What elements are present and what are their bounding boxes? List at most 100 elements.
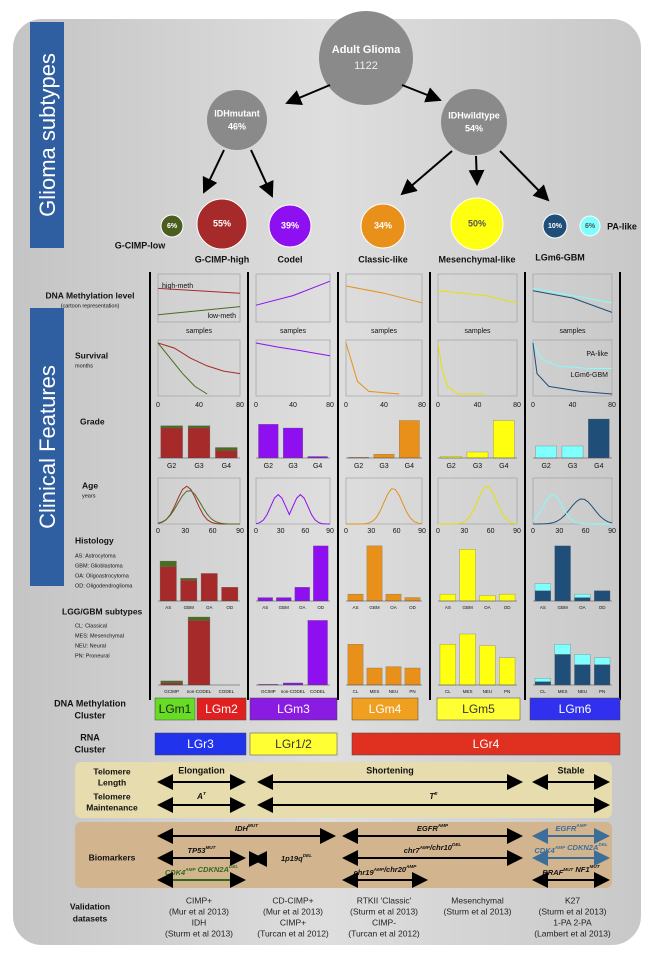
cluster-box bbox=[351, 697, 419, 721]
curve bbox=[532, 290, 613, 313]
label: 34% bbox=[374, 220, 392, 230]
bar bbox=[554, 654, 571, 686]
cluster-box bbox=[196, 697, 247, 721]
category-label: PN bbox=[504, 689, 510, 694]
tick-label: 80 bbox=[608, 402, 616, 409]
label: datasets bbox=[73, 913, 108, 923]
label: 10% bbox=[548, 223, 563, 230]
bar bbox=[499, 657, 516, 686]
superscript: DEL bbox=[598, 842, 607, 847]
label: low-meth bbox=[208, 313, 237, 320]
curve bbox=[345, 342, 400, 395]
bar bbox=[366, 667, 383, 686]
label: 1-PA 2-PA bbox=[553, 917, 592, 927]
superscript: AMP bbox=[437, 823, 449, 828]
category-label: OD bbox=[599, 605, 607, 610]
category-label: OD bbox=[409, 605, 417, 610]
label: GBM: Glioblastoma bbox=[75, 563, 124, 569]
category-label: G4 bbox=[313, 463, 322, 470]
plot-box bbox=[157, 273, 241, 323]
category-label: AS bbox=[445, 605, 451, 610]
bar bbox=[534, 590, 551, 602]
bar bbox=[160, 425, 183, 429]
tick-label: 0 bbox=[254, 402, 258, 409]
curve bbox=[437, 290, 518, 304]
category-label: AS bbox=[352, 605, 358, 610]
curve bbox=[255, 493, 331, 525]
label: Cluster bbox=[74, 710, 106, 720]
tick-label: 90 bbox=[326, 528, 334, 535]
curve bbox=[533, 498, 613, 525]
label: Mesenchymal-like bbox=[438, 254, 515, 264]
bar bbox=[159, 566, 177, 602]
gene: IDH bbox=[235, 824, 249, 833]
biomarker-panel bbox=[75, 822, 612, 888]
curve bbox=[255, 280, 331, 306]
category-label: NEU bbox=[483, 689, 493, 694]
label: Age bbox=[82, 480, 98, 490]
gene: T bbox=[429, 792, 435, 801]
tick-label: 0 bbox=[156, 528, 160, 535]
category-label: non-CODEL bbox=[281, 689, 306, 694]
label: (Lambert et al 2013) bbox=[534, 928, 611, 938]
label: G-CIMP-low bbox=[115, 240, 166, 250]
bar bbox=[439, 644, 456, 686]
label: G-CIMP-high bbox=[195, 254, 250, 264]
tick-label: 90 bbox=[513, 528, 521, 535]
superscript: AMP bbox=[405, 864, 417, 869]
category-label: OA bbox=[390, 605, 397, 610]
subtype-node bbox=[360, 203, 406, 249]
tick-label: 40 bbox=[289, 402, 297, 409]
tick-label: 60 bbox=[582, 528, 590, 535]
subtype-node bbox=[450, 197, 504, 251]
label: PA-like bbox=[607, 221, 637, 231]
category-label: NEU bbox=[389, 689, 399, 694]
plot-box bbox=[255, 477, 331, 525]
category-label: MES bbox=[370, 689, 380, 694]
bar bbox=[347, 593, 364, 602]
gene: chr19 bbox=[354, 868, 375, 877]
label: (Sturm et al 2013) bbox=[165, 928, 233, 938]
bar bbox=[200, 573, 218, 602]
label: Length bbox=[98, 777, 126, 787]
category-label: OA bbox=[299, 605, 306, 610]
category-label: MES bbox=[558, 689, 568, 694]
label: LGm1 bbox=[159, 702, 192, 716]
tick-label: 30 bbox=[460, 528, 468, 535]
sidebar-label: Glioma subtypes bbox=[35, 53, 60, 217]
telomere-panel bbox=[75, 762, 612, 818]
tick-label: 0 bbox=[344, 528, 348, 535]
label: 46% bbox=[228, 121, 246, 131]
label: DNA Methylation bbox=[54, 698, 126, 708]
curve bbox=[157, 287, 241, 294]
category-label: OD bbox=[317, 605, 325, 610]
cluster-box bbox=[351, 732, 621, 756]
superscript: MUT bbox=[248, 823, 259, 828]
bar bbox=[187, 620, 211, 686]
category-label: G4 bbox=[499, 463, 508, 470]
bar bbox=[574, 593, 591, 598]
bar bbox=[466, 451, 489, 459]
label: Classic-like bbox=[358, 254, 408, 264]
label: NEU: Neural bbox=[75, 643, 106, 649]
label: AS: Astrocytoma bbox=[75, 553, 117, 559]
bar bbox=[215, 447, 238, 451]
bar bbox=[594, 657, 611, 665]
label: (Turcan et al 2012) bbox=[348, 928, 420, 938]
bar bbox=[459, 549, 476, 602]
category-label: G4 bbox=[405, 463, 414, 470]
label: Cluster bbox=[74, 744, 106, 754]
bar bbox=[404, 667, 421, 686]
label: Stable bbox=[557, 765, 584, 775]
label: LGr1/2 bbox=[275, 737, 312, 751]
category-label: G3 bbox=[473, 463, 482, 470]
gene: EGFR bbox=[555, 824, 576, 833]
bar bbox=[257, 597, 273, 602]
label: LGm4 bbox=[369, 702, 402, 716]
label: (cartoon representation) bbox=[61, 303, 120, 309]
sidebar-label: Clinical Features bbox=[35, 365, 60, 529]
label: samples bbox=[280, 328, 307, 335]
category-label: G3 bbox=[568, 463, 577, 470]
category-label: OD bbox=[226, 605, 234, 610]
label: Grade bbox=[80, 416, 105, 426]
